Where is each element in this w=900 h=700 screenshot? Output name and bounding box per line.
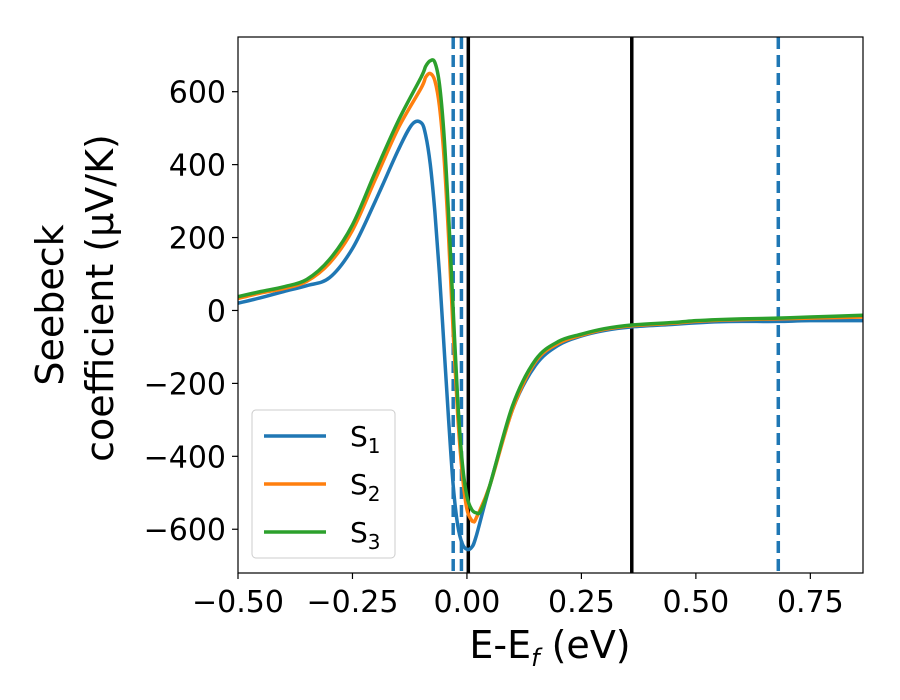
y-tick-label: 200 (169, 222, 226, 257)
legend-label-3: S3 (350, 516, 381, 554)
legend-label-2: S2 (350, 468, 381, 506)
x-axis-label: E-Ef (eV) (469, 623, 630, 672)
y-tick-label: 0 (207, 294, 226, 329)
plot-frame (237, 36, 864, 574)
y-axis-label-line1: Seebeck (28, 224, 72, 385)
y-axis-ticks: 600 400 200 0 −200 −400 −600 (144, 76, 238, 548)
y-axis-label-line2: coefficient (μV/K) (78, 134, 122, 462)
legend-label-1: S1 (350, 420, 381, 458)
y-tick-label: −400 (144, 440, 226, 475)
series-lines (238, 58, 863, 552)
legend: S1 S2 S3 (251, 409, 396, 559)
x-tick-label: −0.50 (192, 585, 284, 620)
y-tick-label: −600 (144, 513, 226, 548)
series-line-3 (238, 58, 863, 516)
y-tick-label: 400 (169, 149, 226, 184)
x-tick-label: −0.25 (307, 585, 399, 620)
x-tick-label: 0.75 (777, 585, 844, 620)
x-tick-label: 0.50 (662, 585, 729, 620)
x-tick-label: 0.00 (434, 585, 501, 620)
y-tick-label: −200 (144, 367, 226, 402)
x-tick-label: 0.25 (548, 585, 615, 620)
x-axis-ticks: −0.50 −0.25 0.00 0.25 0.50 0.75 (192, 573, 844, 620)
vertical-lines (451, 37, 781, 573)
y-tick-label: 600 (169, 76, 226, 111)
